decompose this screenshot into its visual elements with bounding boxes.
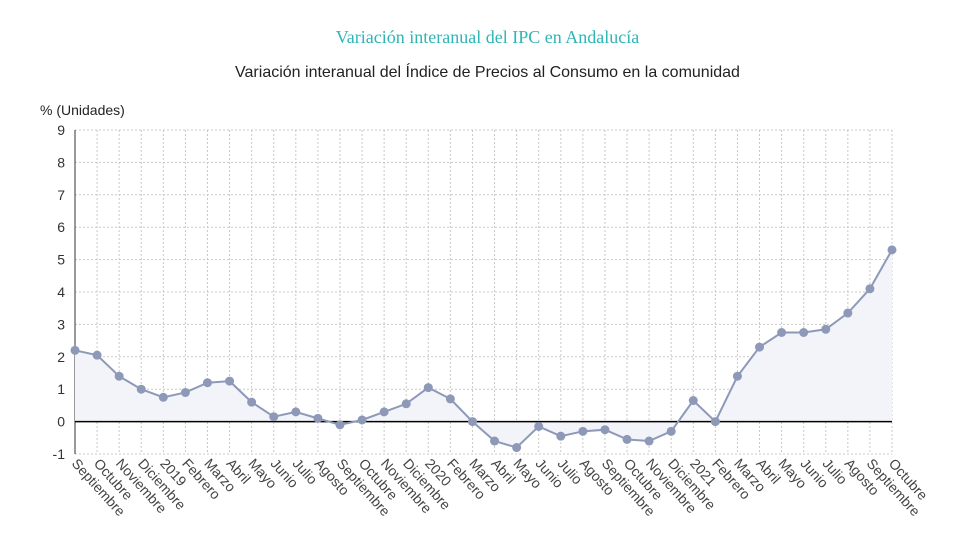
data-point bbox=[578, 426, 588, 436]
data-point bbox=[644, 436, 654, 446]
data-point bbox=[865, 284, 875, 294]
y-axis-label: % (Unidades) bbox=[40, 102, 125, 118]
data-point bbox=[534, 421, 544, 431]
data-point bbox=[114, 371, 124, 381]
data-point bbox=[666, 426, 676, 436]
data-point bbox=[379, 407, 389, 417]
y-tick-label: 9 bbox=[57, 122, 65, 138]
data-point bbox=[180, 387, 190, 397]
data-point bbox=[445, 394, 455, 404]
area-path bbox=[75, 249, 892, 448]
data-point bbox=[821, 324, 831, 334]
y-tick-label: 5 bbox=[57, 252, 65, 268]
data-point bbox=[158, 392, 168, 402]
data-point bbox=[357, 415, 367, 425]
data-point bbox=[600, 425, 610, 435]
y-tick-label: 7 bbox=[57, 187, 65, 203]
y-tick-label: 2 bbox=[57, 349, 65, 365]
data-point bbox=[622, 434, 632, 444]
data-point bbox=[335, 420, 345, 430]
data-point bbox=[887, 245, 897, 255]
data-point bbox=[70, 345, 80, 355]
y-tick-label: 6 bbox=[57, 219, 65, 235]
y-tick-label: 1 bbox=[57, 381, 65, 397]
data-point bbox=[291, 407, 301, 417]
data-point bbox=[269, 412, 279, 422]
data-point bbox=[423, 383, 433, 393]
chart-title: Variación interanual del IPC en Andalucí… bbox=[335, 27, 640, 47]
x-axis-ticks: SeptiembreOctubreNoviembreDiciembre2019F… bbox=[69, 455, 931, 519]
data-point bbox=[202, 378, 212, 388]
data-point bbox=[225, 376, 235, 386]
y-tick-label: 4 bbox=[57, 284, 65, 300]
data-point bbox=[136, 384, 146, 394]
data-point bbox=[490, 436, 500, 446]
data-point bbox=[843, 308, 853, 318]
data-point bbox=[512, 443, 522, 453]
data-point bbox=[710, 417, 720, 427]
data-point bbox=[247, 397, 257, 407]
data-point bbox=[401, 399, 411, 409]
y-tick-label: 3 bbox=[57, 316, 65, 332]
data-points bbox=[70, 245, 897, 453]
area-fill bbox=[75, 249, 892, 448]
data-point bbox=[688, 396, 698, 406]
data-point bbox=[313, 413, 323, 423]
y-axis-ticks: 9 8 7 6 5 4 3 2 1 0 -1 bbox=[53, 122, 66, 462]
chart-subtitle: Variación interanual del Índice de Preci… bbox=[235, 64, 740, 81]
data-point bbox=[799, 328, 809, 337]
data-point bbox=[755, 342, 765, 352]
y-tick-label: 0 bbox=[57, 414, 65, 430]
data-point bbox=[467, 417, 477, 427]
data-point bbox=[732, 371, 742, 381]
y-tick-label: -1 bbox=[53, 446, 66, 462]
data-point bbox=[556, 431, 566, 441]
data-point bbox=[777, 328, 787, 337]
y-tick-label: 8 bbox=[57, 154, 65, 170]
data-point bbox=[92, 350, 102, 360]
